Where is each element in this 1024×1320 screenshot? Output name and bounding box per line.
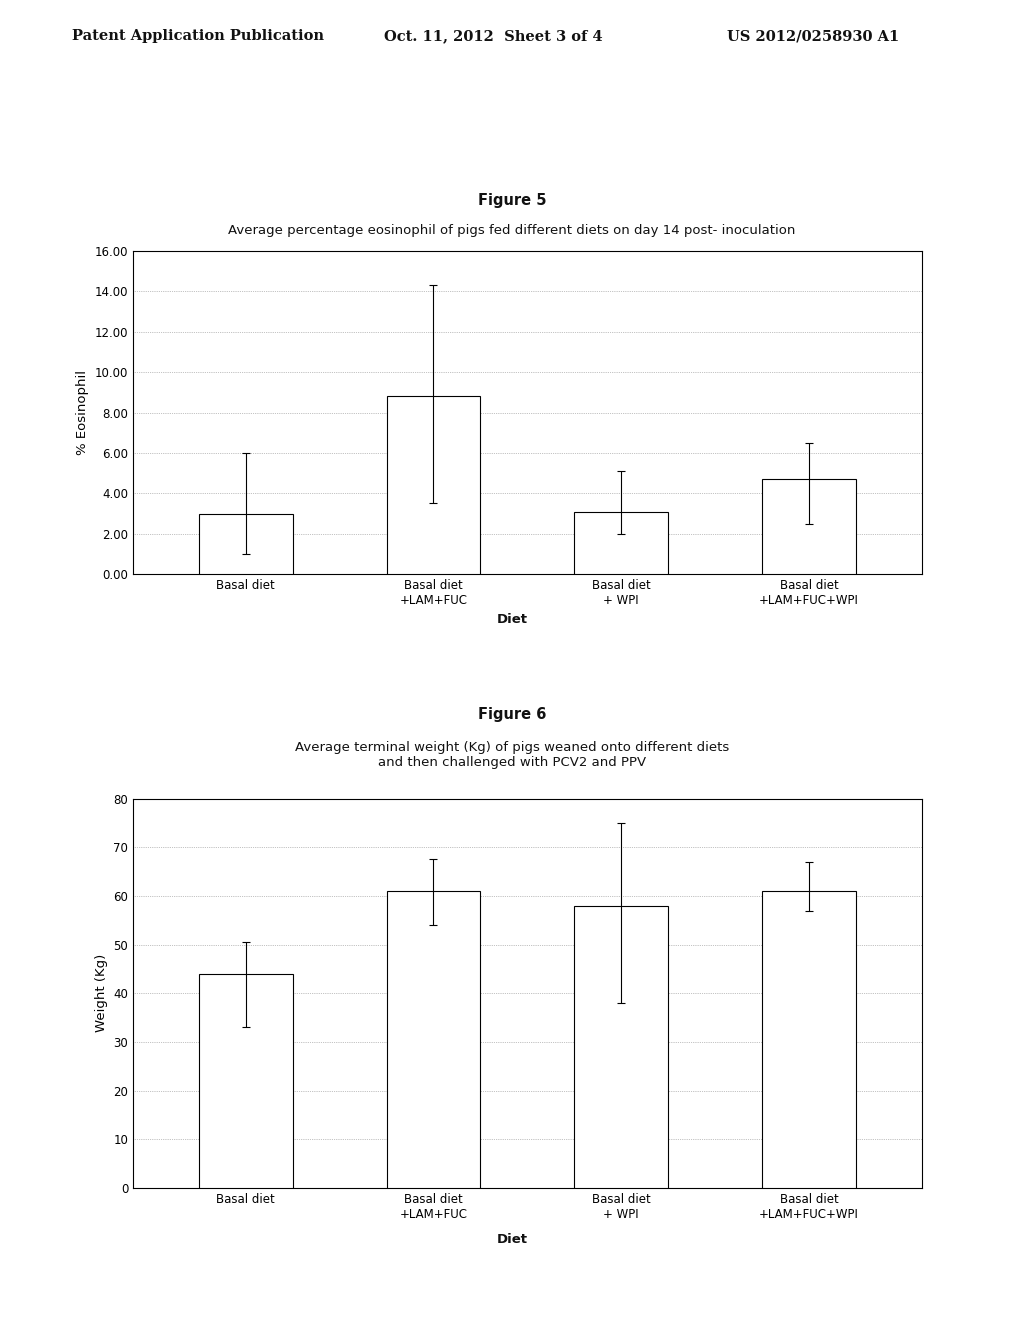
Bar — [762, 479, 856, 574]
Bar — [762, 891, 856, 1188]
Text: US 2012/0258930 A1: US 2012/0258930 A1 — [727, 29, 899, 44]
Bar — [199, 513, 293, 574]
Text: Average percentage eosinophil of pigs fed different diets on day 14 post- inocul: Average percentage eosinophil of pigs fe… — [228, 223, 796, 236]
Bar — [386, 891, 480, 1188]
Text: Diet: Diet — [497, 612, 527, 626]
Text: Figure 6: Figure 6 — [478, 708, 546, 722]
Text: Oct. 11, 2012  Sheet 3 of 4: Oct. 11, 2012 Sheet 3 of 4 — [384, 29, 603, 44]
Bar — [574, 512, 668, 574]
Text: Figure 5: Figure 5 — [478, 193, 546, 207]
Text: Average terminal weight (Kg) of pigs weaned onto different diets
and then challe: Average terminal weight (Kg) of pigs wea… — [295, 741, 729, 768]
Bar — [574, 906, 668, 1188]
Bar — [386, 396, 480, 574]
Text: Patent Application Publication: Patent Application Publication — [72, 29, 324, 44]
Bar — [199, 974, 293, 1188]
Text: Diet: Diet — [497, 1233, 527, 1246]
Y-axis label: Weight (Kg): Weight (Kg) — [95, 954, 108, 1032]
Y-axis label: % Eosinophil: % Eosinophil — [76, 370, 89, 455]
